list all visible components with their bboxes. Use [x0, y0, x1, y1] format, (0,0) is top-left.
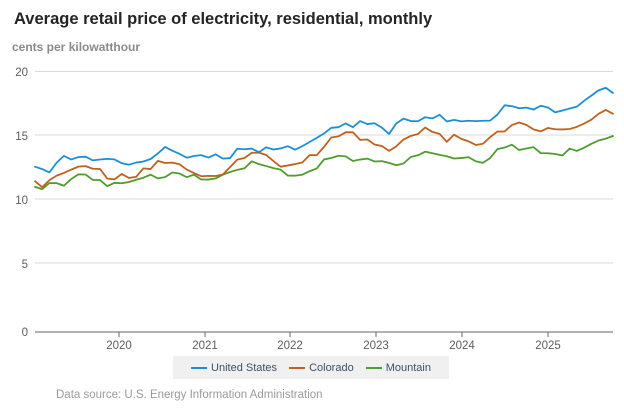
svg-text:10: 10 [15, 195, 28, 207]
svg-text:0: 0 [22, 327, 28, 339]
svg-text:2023: 2023 [363, 340, 389, 352]
svg-text:5: 5 [22, 259, 28, 271]
svg-text:15: 15 [15, 131, 28, 143]
svg-text:2022: 2022 [277, 340, 303, 352]
svg-text:2021: 2021 [192, 340, 218, 352]
svg-text:20: 20 [15, 67, 28, 79]
svg-text:2025: 2025 [535, 340, 561, 352]
svg-text:2020: 2020 [106, 340, 132, 352]
svg-text:2024: 2024 [449, 340, 475, 352]
